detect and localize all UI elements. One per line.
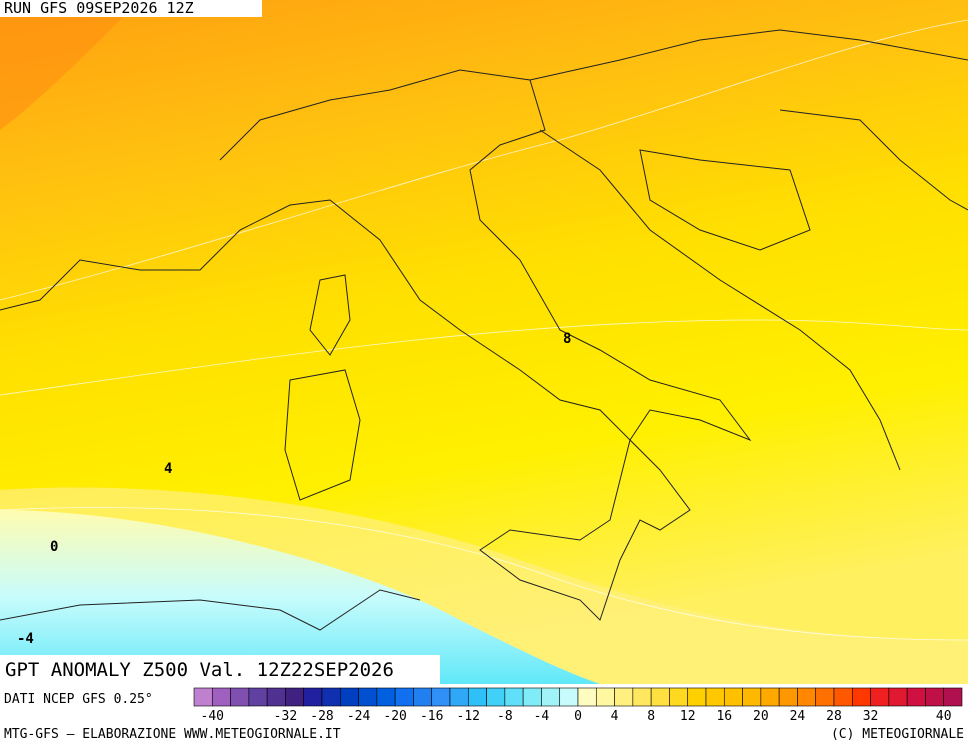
- colorbar-swatch: [650, 687, 670, 707]
- colorbar-swatch: [870, 687, 890, 707]
- colorbar-label: 40: [936, 709, 952, 724]
- colorbar-label: 8: [647, 709, 655, 724]
- colorbar-swatch: [815, 687, 835, 707]
- colorbar-swatch: [925, 687, 945, 707]
- colorbar-swatch: [614, 687, 634, 707]
- colorbar-label: 20: [753, 709, 769, 724]
- colorbar-swatch: [449, 687, 469, 707]
- colorbar-label: 16: [716, 709, 732, 724]
- colorbar-label: 28: [826, 709, 842, 724]
- anomaly-band-warm: [0, 0, 140, 130]
- colorbar-swatch: [797, 687, 817, 707]
- colorbar-label: -4: [534, 709, 550, 724]
- colorbar-label: -20: [383, 709, 406, 724]
- map-title: GPT ANOMALY Z500 Val. 12Z22SEP2026: [5, 659, 394, 681]
- colorbar-label: 12: [680, 709, 696, 724]
- run-label: RUN GFS 09SEP2026 12Z: [4, 0, 194, 17]
- colorbar-label: -32: [274, 709, 297, 724]
- contour-label: 4: [164, 461, 172, 477]
- colorbar-swatch: [413, 687, 433, 707]
- colorbar-swatch: [394, 687, 414, 707]
- colorbar-swatch: [669, 687, 689, 707]
- colorbar-label: 4: [611, 709, 619, 724]
- colorbar-swatch: [943, 687, 963, 707]
- colorbar-swatch: [723, 687, 743, 707]
- colorbar-swatch: [211, 687, 231, 707]
- colorbar-swatch: [376, 687, 396, 707]
- source-label: DATI NCEP GFS 0.25°: [4, 692, 153, 707]
- contour-label: -4: [17, 631, 34, 647]
- colorbar-swatch: [248, 687, 268, 707]
- colorbar-label: -12: [457, 709, 480, 724]
- colorbar-swatch: [906, 687, 926, 707]
- colorbar-swatch: [193, 687, 213, 707]
- colorbar-swatch: [339, 687, 359, 707]
- colorbar-swatch: [577, 687, 597, 707]
- colorbar-swatch: [230, 687, 250, 707]
- footer-left: MTG-GFS — ELABORAZIONE WWW.METEOGIORNALE…: [4, 727, 341, 742]
- colorbar-swatch: [266, 687, 286, 707]
- colorbar-swatch: [303, 687, 323, 707]
- colorbar-swatch: [541, 687, 561, 707]
- colorbar-swatch: [595, 687, 615, 707]
- colorbar-swatch: [888, 687, 908, 707]
- contour-label: 0: [50, 539, 58, 555]
- colorbar-swatch: [632, 687, 652, 707]
- colorbar-label: -16: [420, 709, 443, 724]
- colorbar-swatch: [285, 687, 305, 707]
- colorbar-swatch: [522, 687, 542, 707]
- anomaly-band-cold: [0, 510, 600, 684]
- colorbar-swatch: [851, 687, 871, 707]
- footer-right: (C) METEOGIORNALE: [831, 727, 964, 742]
- colorbar-label: 32: [863, 709, 879, 724]
- colorbar-label: -24: [347, 709, 371, 724]
- colorbar-swatch: [687, 687, 707, 707]
- colorbar-label: -28: [310, 709, 333, 724]
- colorbar-swatch: [559, 687, 579, 707]
- header-box: [0, 0, 262, 17]
- colorbar-swatch: [504, 687, 524, 707]
- contours: [0, 19, 968, 641]
- colorbar-swatch: [467, 687, 487, 707]
- colorbar-label: 0: [574, 709, 582, 724]
- colorbar-label: -40: [201, 709, 224, 724]
- colorbar-swatch: [705, 687, 725, 707]
- colorbar-swatch: [486, 687, 506, 707]
- colorbar-swatch: [431, 687, 451, 707]
- colorbar-swatch: [760, 687, 780, 707]
- colorbar-label: -8: [497, 709, 513, 724]
- colorbar-label: 24: [790, 709, 806, 724]
- title-box: [0, 655, 440, 684]
- contour-label: 8: [563, 331, 571, 347]
- colorbar-swatch: [321, 687, 341, 707]
- colorbar-swatch: [833, 687, 853, 707]
- colorbar-swatch: [778, 687, 798, 707]
- coastlines: [0, 29, 968, 631]
- colorbar-swatch: [358, 687, 378, 707]
- colorbar-swatch: [742, 687, 762, 707]
